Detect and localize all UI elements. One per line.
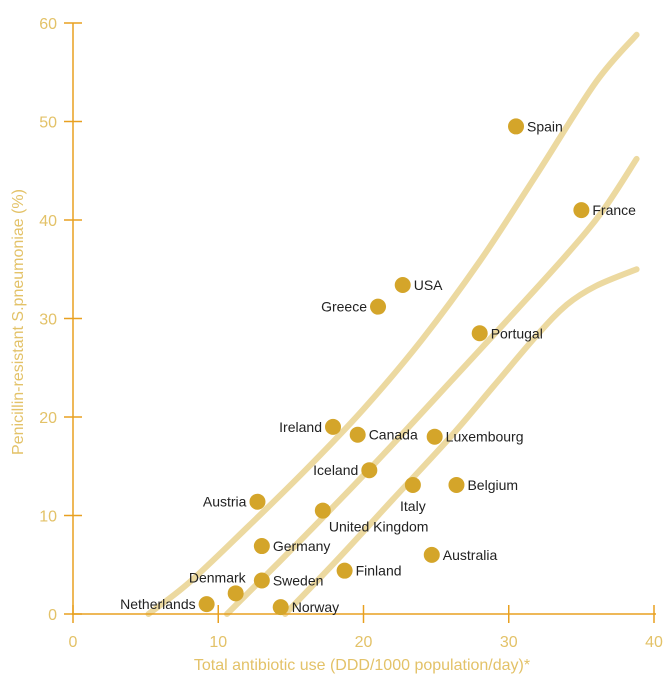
label-united-kingdom: United Kingdom [329,519,429,535]
trend-curve-middle [224,155,640,617]
label-iceland: Iceland [313,462,358,478]
trend-curves [145,31,640,617]
label-ireland: Ireland [279,419,322,435]
point-luxembourg [426,428,443,445]
data-points: Spain France USA Greece Portugal Ireland Canad… [120,118,636,616]
x-tick-label: 10 [209,634,227,651]
label-norway: Norway [292,599,339,615]
label-france: France [592,202,636,218]
label-australia: Australia [443,547,498,563]
y-tick-label: 0 [48,607,57,624]
label-belgium: Belgium [467,477,518,493]
label-portugal: Portugal [491,325,543,341]
trend-curve-upper [145,31,640,617]
y-tick-label: 50 [39,115,57,132]
label-germany: Germany [273,538,331,554]
y-tick-label: 20 [39,410,57,427]
y-tick-label: 60 [39,16,57,33]
label-usa: USA [414,277,443,293]
point-france [573,202,590,219]
x-tick-label: 30 [500,634,518,651]
label-finland: Finland [356,563,402,579]
point-germany [253,538,270,555]
point-australia [423,546,440,563]
point-united-kingdom [314,502,331,519]
label-italy: Italy [400,498,426,514]
axes: 0 10 20 30 40 50 60 0 10 20 30 40 [39,16,663,651]
label-sweden: Sweden [273,573,324,589]
y-tick-label: 40 [39,213,57,230]
label-luxembourg: Luxembourg [446,429,524,445]
point-portugal [471,325,488,342]
point-ireland [324,418,341,435]
trend-curve-lower [282,266,640,617]
point-usa [394,277,411,294]
y-tick-label: 10 [39,509,57,526]
label-austria: Austria [203,494,247,510]
point-italy [404,476,421,493]
x-tick-label: 40 [645,634,663,651]
point-denmark [227,585,244,602]
x-tick-label: 20 [355,634,373,651]
point-norway [272,599,289,616]
y-tick-label: 30 [39,312,57,329]
point-iceland [361,462,378,479]
point-sweden [253,572,270,589]
y-axis-title: Penicillin-resistant S.pneumoniae (%) [10,189,27,455]
point-belgium [448,476,465,493]
point-greece [370,298,387,315]
label-canada: Canada [369,427,418,443]
point-austria [249,493,266,510]
point-finland [336,562,353,579]
label-denmark: Denmark [189,569,247,585]
label-netherlands: Netherlands [120,596,196,612]
x-axis-title: Total antibiotic use (DDD/1000 populatio… [194,657,530,674]
label-spain: Spain [527,118,563,134]
point-netherlands [198,596,215,613]
label-greece: Greece [321,299,367,315]
point-spain [508,118,525,135]
x-tick-label: 0 [69,634,78,651]
point-canada [349,426,366,443]
